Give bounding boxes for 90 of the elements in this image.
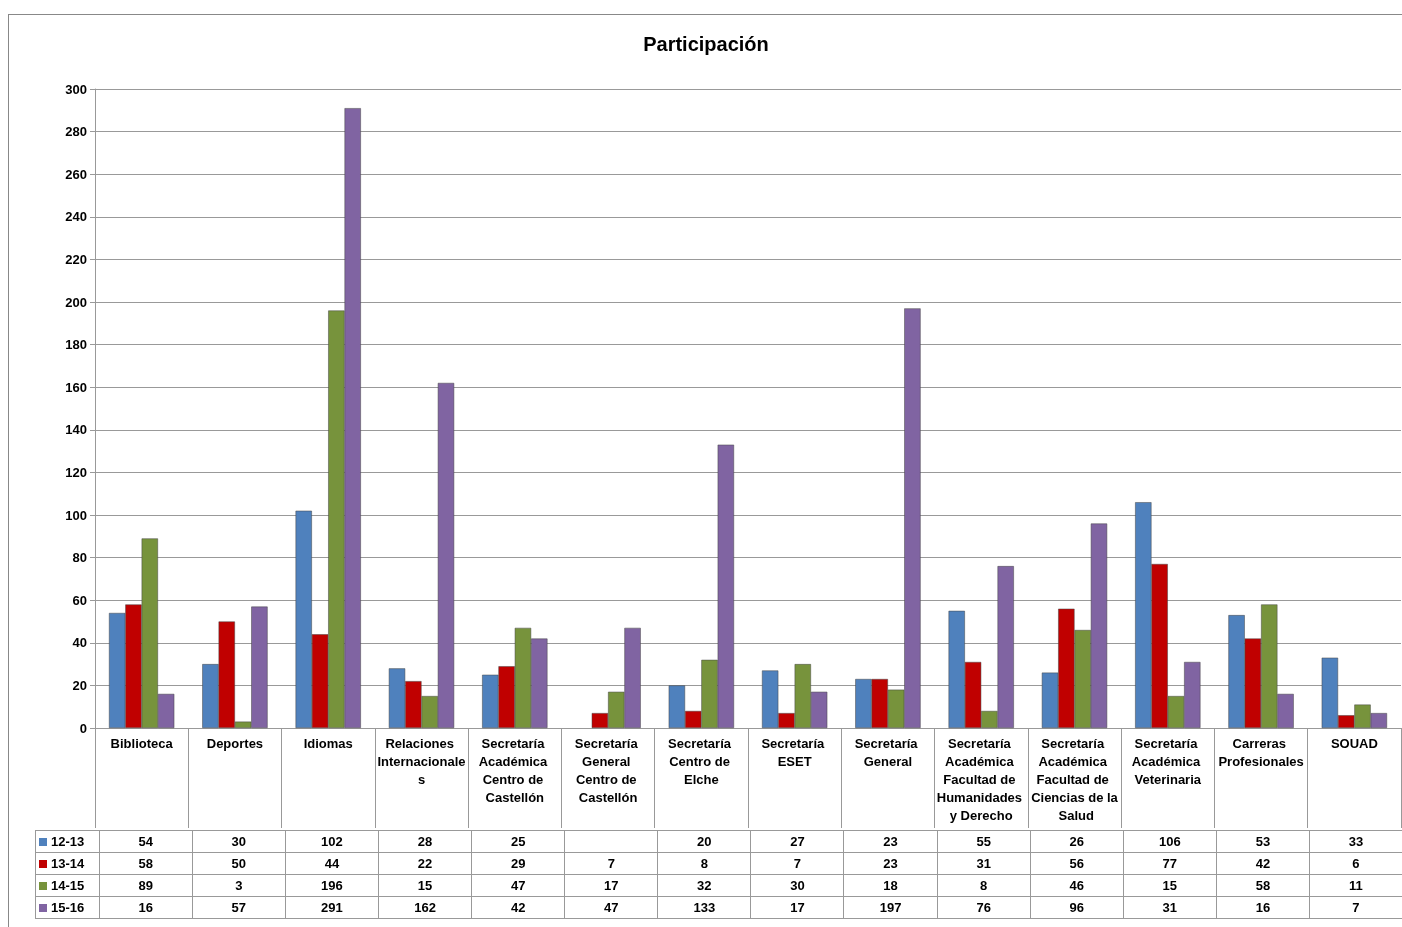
data-label: 22 [378,852,472,875]
x-tick-label: SOUAD [1330,735,1378,751]
x-tick-label: Secretaría General Centro de Castellón [574,735,642,805]
data-label: 17 [564,874,658,897]
y-tick-label: 80 [72,550,87,566]
y-tick-label: 0 [79,720,87,736]
data-label: 16 [99,896,193,919]
data-label: 56 [1030,852,1124,875]
data-label: 47 [564,896,658,919]
legend-label: 12-13 [35,830,100,853]
data-label: 29 [471,852,565,875]
data-label: 7 [564,852,658,875]
data-label: 18 [843,874,938,897]
data-label: 102 [285,830,379,853]
x-tick-label: Deportes [206,735,264,751]
data-label: 47 [471,874,565,897]
data-label: 46 [1030,874,1124,897]
data-label: 96 [1030,896,1124,919]
y-tick-label: 180 [65,337,87,353]
data-label: 30 [192,830,286,853]
data-label: 76 [937,896,1031,919]
data-label: 162 [378,896,472,919]
data-label: 42 [471,896,565,919]
y-tick-label: 220 [65,251,87,267]
legend-label: 14-15 [35,874,100,897]
data-label: 32 [657,874,751,897]
data-label: 7 [1309,896,1402,919]
x-tick-label: Secretaría Académica Veterinaria [1131,735,1204,787]
data-label: 25 [471,830,565,853]
data-label: 27 [750,830,844,853]
y-tick-label: 140 [65,422,87,438]
data-label: 44 [285,852,379,875]
data-label: 11 [1309,874,1402,897]
chart-title: Participación [643,33,769,55]
data-label: 3 [192,874,286,897]
x-tick-label: Secretaría Académica Centro de Castellón [478,735,551,805]
data-label: 197 [843,896,938,919]
data-label: 8 [937,874,1031,897]
data-label: 8 [657,852,751,875]
x-tick-label: Idiomas [303,735,353,751]
y-tick-label: 20 [72,677,87,693]
data-label: 54 [99,830,193,853]
data-label: 23 [843,830,938,853]
x-tick-label: Secretaría Centro de Elche [668,735,735,787]
data-label: 33 [1309,830,1402,853]
y-tick-label: 120 [65,464,87,480]
data-label: 53 [1216,830,1310,853]
data-label: 58 [99,852,193,875]
data-label: 30 [750,874,844,897]
data-label: 58 [1216,874,1310,897]
y-tick-label: 160 [65,379,87,395]
data-label: 106 [1123,830,1217,853]
x-tick-label: Biblioteca [110,735,174,751]
data-label: 26 [1030,830,1124,853]
x-tick-label: Secretaría Académica Facultad de Humanidades y Derecho [936,735,1026,823]
data-label: 77 [1123,852,1217,875]
x-tick-label: Relaciones Internacionales [377,735,466,787]
y-tick-label: 40 [72,635,87,651]
data-label: 291 [285,896,379,919]
data-label: 42 [1216,852,1310,875]
data-label: 28 [378,830,472,853]
y-tick-label: 280 [65,124,87,140]
data-label: 6 [1309,852,1402,875]
data-label: 15 [1123,874,1217,897]
data-label: 55 [937,830,1031,853]
y-tick-label: 300 [65,81,87,97]
data-label: 57 [192,896,286,919]
data-label: 15 [378,874,472,897]
x-tick-label: Secretaría ESET [761,735,828,769]
data-label: 31 [937,852,1031,875]
data-label: 133 [657,896,751,919]
data-label: 196 [285,874,379,897]
x-tick-label: Secretaría Académica Facultad de Ciencias de la Salud [1031,735,1119,823]
legend-label: 15-16 [35,896,100,919]
data-label: 31 [1123,896,1217,919]
y-tick-label: 60 [72,592,87,608]
data-label: 89 [99,874,193,897]
x-tick-label: Carreras Profesionales [1218,735,1304,769]
data-label: 20 [657,830,751,853]
y-tick-label: 100 [65,507,87,523]
data-label: 17 [750,896,844,919]
data-label: 50 [192,852,286,875]
data-label: 16 [1216,896,1310,919]
y-tick-label: 200 [65,294,87,310]
legend-label: 13-14 [35,852,100,875]
data-label: 23 [843,852,938,875]
y-tick-label: 240 [65,209,87,225]
data-label: 7 [750,852,844,875]
x-tick-label: Secretaría General [854,735,922,769]
y-tick-label: 260 [65,166,87,182]
